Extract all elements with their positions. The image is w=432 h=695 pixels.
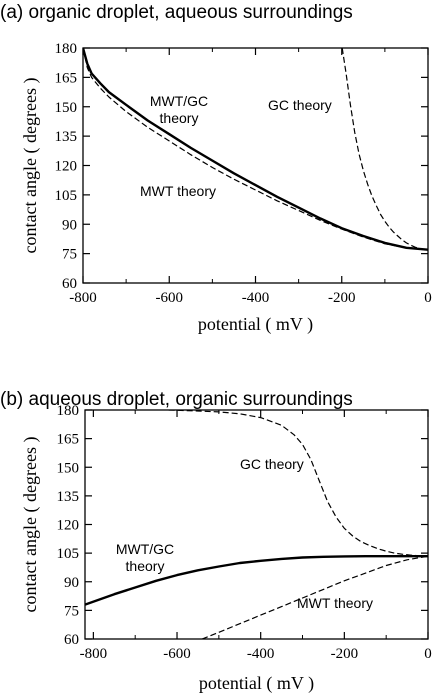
x-tick-label: 0 <box>424 290 432 306</box>
chart-a: -800 -600 -400 -200 0 60 75 90 105 120 135 150 165 18… <box>20 41 432 335</box>
plot-frame <box>84 409 429 640</box>
y-tick-label: 120 <box>55 159 78 175</box>
x-axis-label: potential ( mV ) <box>199 673 314 694</box>
x-tick-label: -800 <box>69 290 97 306</box>
x-tick-label: -200 <box>328 290 356 306</box>
chart-a-title: (a) organic droplet, aqueous surrounding… <box>0 2 353 23</box>
curve-annotation: MWT theory <box>140 183 216 199</box>
gc-theory-line <box>168 410 428 557</box>
y-axis-label: contact angle ( degrees ) <box>20 78 41 254</box>
curve-annotation: MWT theory <box>297 595 373 611</box>
y-tick-label: 105 <box>57 546 80 562</box>
y-tick-label: 150 <box>55 100 78 116</box>
y-tick-label: 165 <box>57 432 80 448</box>
y-tick-label: 75 <box>62 247 77 263</box>
y-tick-label: 90 <box>64 575 79 591</box>
curve-annotation: GC theory <box>240 456 304 472</box>
y-axis-label: contact angle ( degrees ) <box>20 437 41 613</box>
series-group <box>83 48 428 251</box>
mwt-gc-theory-line <box>85 555 428 606</box>
y-tick-label: 75 <box>64 603 79 619</box>
y-tick-label: 135 <box>55 129 78 145</box>
chart-b-title: (b) aqueous droplet, organic surrounding… <box>0 389 353 410</box>
curve-annotation: MWT/GC <box>116 541 174 557</box>
curve-annotation: theory <box>126 558 165 574</box>
x-tick-label: -400 <box>247 646 275 662</box>
curve-annotation: MWT/GC <box>150 93 208 109</box>
gc-theory-line <box>341 48 428 251</box>
x-tick-label: -600 <box>156 290 184 306</box>
mwt-gc-theory-line <box>83 48 428 251</box>
x-tick-label: 0 <box>424 646 432 662</box>
curve-annotation: theory <box>160 110 199 126</box>
x-tick-label: -600 <box>163 646 191 662</box>
y-tick-label: 135 <box>57 489 80 505</box>
x-axis-label: potential ( mV ) <box>198 314 313 335</box>
x-tick-label: -400 <box>242 290 270 306</box>
mwt-theory-line <box>201 555 428 639</box>
y-tick-label: 165 <box>55 70 78 86</box>
y-tick-label: 60 <box>64 632 79 648</box>
y-tick-label: 120 <box>57 518 80 534</box>
y-tick-label: 180 <box>57 403 80 419</box>
y-tick-label: 105 <box>55 188 78 204</box>
y-tick-label: 150 <box>57 460 80 476</box>
series-group <box>85 410 428 639</box>
mwt-theory-line <box>83 48 428 251</box>
y-tick-label: 90 <box>62 217 77 233</box>
y-tick-label: 60 <box>62 276 77 292</box>
curve-annotation: GC theory <box>268 97 332 113</box>
x-tick-label: -200 <box>331 646 359 662</box>
y-tick-label: 180 <box>55 41 78 57</box>
x-tick-label: -800 <box>80 646 108 662</box>
